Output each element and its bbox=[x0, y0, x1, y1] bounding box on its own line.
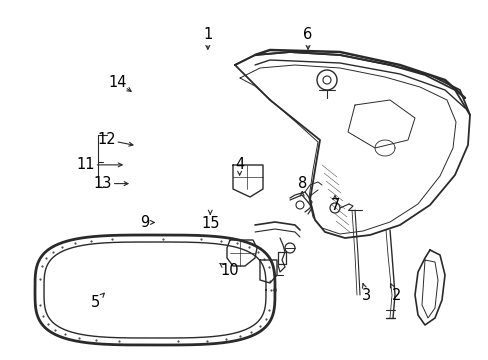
Text: 15: 15 bbox=[201, 216, 219, 231]
Text: 14: 14 bbox=[108, 75, 126, 90]
Text: 1: 1 bbox=[203, 27, 212, 42]
Text: 5: 5 bbox=[91, 295, 100, 310]
Text: 12: 12 bbox=[97, 132, 116, 147]
Text: 8: 8 bbox=[297, 176, 306, 191]
Text: 2: 2 bbox=[390, 288, 400, 303]
Text: 6: 6 bbox=[303, 27, 312, 42]
Text: 13: 13 bbox=[93, 176, 112, 191]
Text: 9: 9 bbox=[140, 215, 148, 230]
Text: 7: 7 bbox=[329, 198, 339, 213]
Text: 3: 3 bbox=[362, 288, 370, 303]
Text: 11: 11 bbox=[76, 157, 95, 172]
Text: 4: 4 bbox=[235, 157, 244, 172]
Text: 10: 10 bbox=[220, 263, 239, 278]
